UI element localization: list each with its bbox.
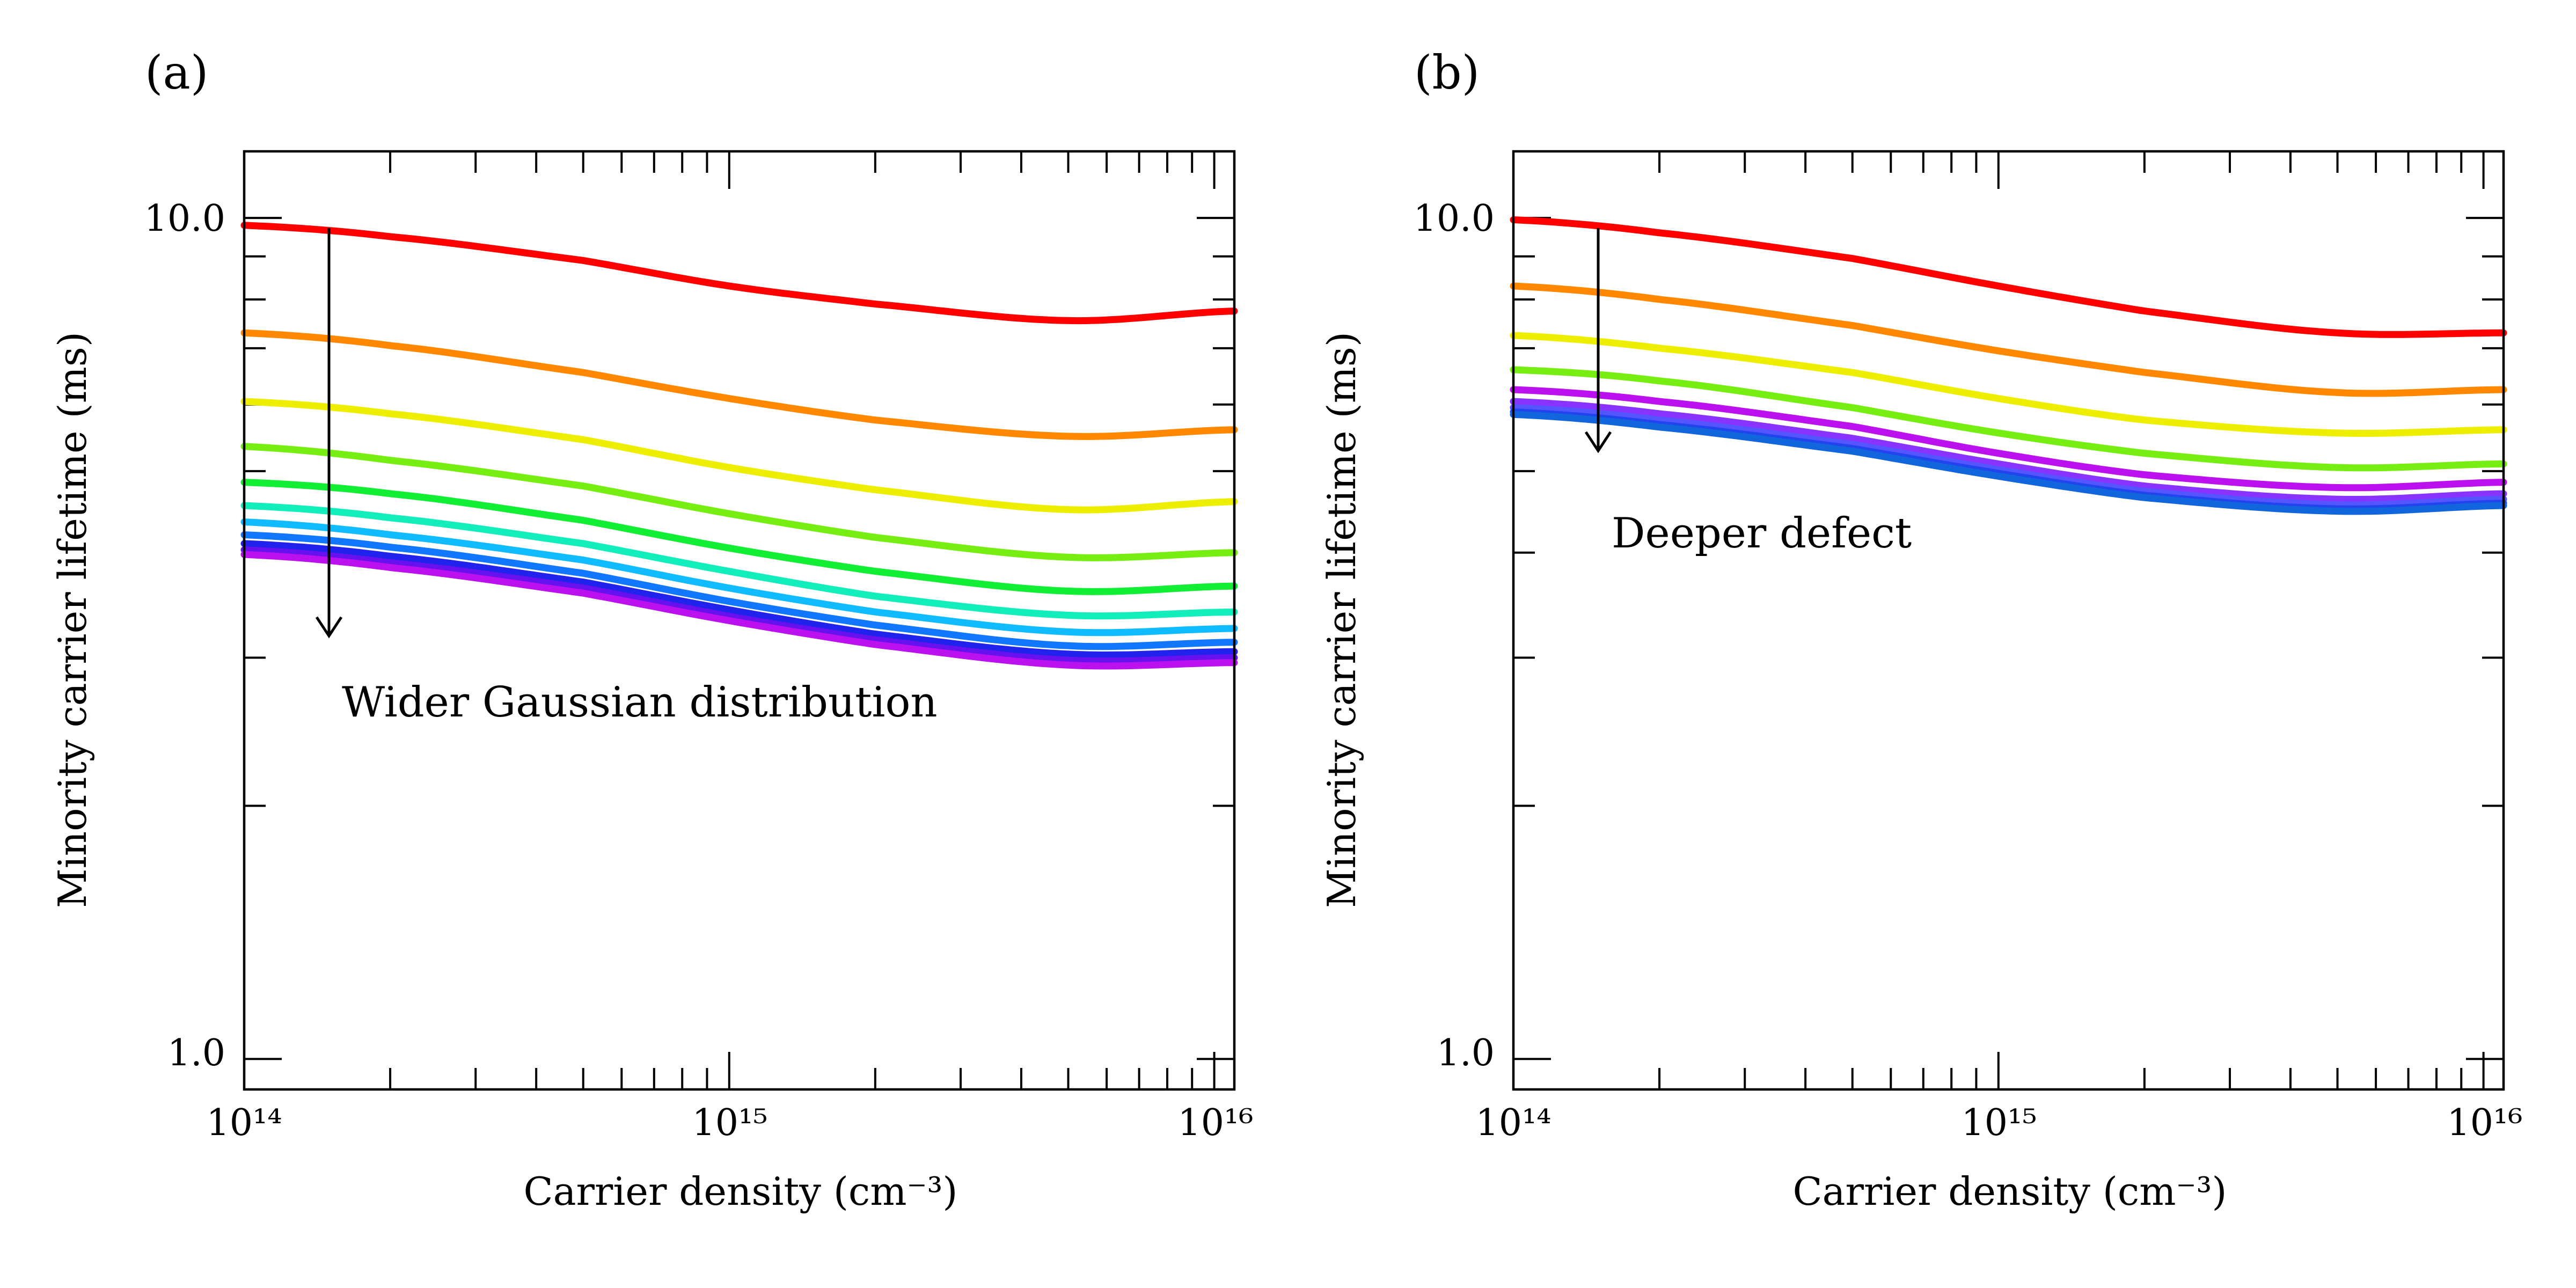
series-line: [240, 443, 1238, 561]
y-axis-label: Minority carrier lifetime (ms): [50, 332, 95, 908]
panel-a: (a) Minority carrier lifetime (ms) Carri…: [50, 46, 1254, 1214]
series-line: [1510, 366, 2507, 472]
series-line: [240, 479, 1238, 595]
series-line: [240, 546, 1238, 665]
x-axis-label: Carrier density (cm⁻³): [524, 1169, 958, 1214]
series-line: [1510, 398, 2507, 503]
series-line: [240, 531, 1238, 650]
trend-arrow-head: [1584, 431, 1612, 453]
y-tick-label: 10.0: [144, 197, 225, 240]
series-line: [240, 502, 1238, 620]
x-tick-label: 10¹⁶: [2447, 1102, 2522, 1144]
series-line: [240, 518, 1238, 636]
panel-b: (b) Minority carrier lifetime (ms) Carri…: [1319, 46, 2523, 1214]
plot-frame: [1512, 150, 2505, 1091]
ticks: [243, 151, 1234, 1089]
series-line: [1510, 404, 2507, 509]
series-line: [1510, 411, 2507, 515]
panel-label: (a): [145, 46, 208, 100]
x-tick-label: 10¹⁴: [1475, 1102, 1551, 1144]
panel-label: (b): [1414, 46, 1480, 100]
y-axis-label: Minority carrier lifetime (ms): [1319, 332, 1364, 908]
series-line: [1510, 216, 2507, 338]
series-line: [240, 329, 1238, 440]
y-tick-label: 1.0: [167, 1032, 225, 1074]
y-tick-label: 10.0: [1414, 197, 1495, 240]
curves: [1510, 216, 2507, 515]
series-line: [240, 540, 1238, 658]
x-tick-label: 10¹⁵: [692, 1102, 767, 1144]
x-tick-label: 10¹⁴: [206, 1102, 282, 1144]
curves: [240, 222, 1238, 670]
series-line: [1510, 282, 2507, 397]
series-line: [240, 398, 1238, 514]
x-tick-label: 10¹⁶: [1177, 1102, 1253, 1144]
plot-frame: [243, 150, 1236, 1091]
annotation: Wider Gaussian distribution: [342, 678, 938, 727]
annotation: Deeper defect: [1612, 509, 1912, 558]
y-tick-label: 1.0: [1437, 1032, 1495, 1074]
x-tick-label: 10¹⁵: [1961, 1102, 2037, 1144]
series-line: [240, 551, 1238, 670]
x-axis-label: Carrier density (cm⁻³): [1793, 1169, 2227, 1214]
series-line: [1510, 332, 2507, 437]
series-line: [240, 222, 1238, 325]
series-line: [1510, 386, 2507, 492]
ticks: [1512, 151, 2504, 1089]
trend-arrow-head: [315, 616, 343, 639]
